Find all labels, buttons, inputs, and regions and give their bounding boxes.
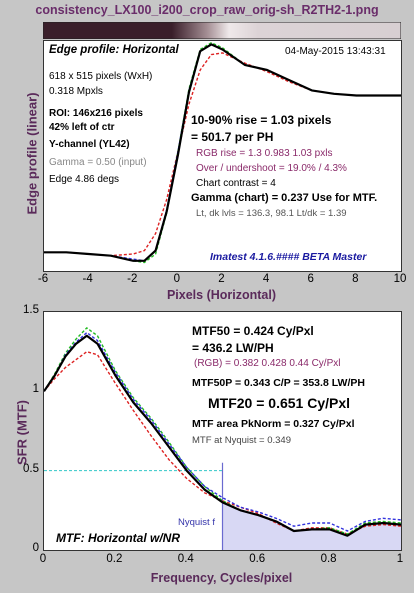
roi-position: 42% left of ctr [49, 122, 115, 133]
edge-profile-svg [44, 42, 401, 264]
chart-contrast: Chart contrast = 4 [196, 178, 276, 189]
light-dark-levels: Lt, dk lvls = 136.3, 98.1 Lt/dk = 1.39 [196, 208, 347, 219]
mtf-y-ticks: 0 0.5 1 1.5 [0, 0, 43, 593]
series-r-line [44, 351, 401, 535]
x-tick-label: 10 [393, 273, 407, 285]
mtf50-lwph: = 436.2 LW/PH [192, 341, 274, 355]
mtf20: MTF20 = 0.651 Cy/Pxl [208, 395, 351, 411]
software-version: Imatest 4.1.6.#### BETA Master [210, 251, 367, 263]
edge-x-axis-label: Pixels (Horizontal) [166, 288, 277, 302]
mtf-svg [44, 327, 401, 550]
x-tick-label: 4 [262, 273, 270, 285]
channel: Y-channel (YL42) [49, 139, 130, 150]
y-tick-label: 1 [32, 383, 39, 396]
mtf50p: MTF50P = 0.343 C/P = 353.8 LW/PH [192, 377, 365, 389]
y-tick-label: 0.5 [23, 462, 39, 475]
x-tick-label: -6 [37, 273, 49, 285]
rise-per-ph: = 501.7 per PH [191, 130, 274, 144]
mtf-panel-label: MTF: Horizontal w/NR [56, 531, 180, 545]
mtf-y-axis-label: SFR (MTF) [14, 400, 30, 465]
x-tick-label: 6 [307, 273, 314, 285]
series-y-line [44, 334, 401, 537]
y-tick-label: 1.5 [23, 304, 39, 316]
x-tick-label: 0.6 [249, 553, 266, 565]
x-tick-label: 0.8 [320, 553, 337, 565]
x-tick-label: -4 [82, 273, 93, 285]
x-tick-label: 0.2 [106, 553, 123, 565]
gamma-chart: Gamma (chart) = 0.237 Use for MTF. [191, 192, 378, 204]
series-r-line [44, 52, 401, 257]
edge-x-ticks: -6 -4 -2 0 2 4 6 8 10 [0, 273, 414, 287]
series-y-line [44, 43, 401, 262]
nyquist-region [222, 502, 401, 550]
rise-distance: 10-90% rise = 1.03 pixels [191, 113, 332, 127]
mtf-area: MTF area PkNorm = 0.327 Cy/Pxl [192, 418, 355, 430]
x-tick-label: 2 [218, 273, 225, 285]
image-size: 618 x 515 pixels (WxH) [49, 71, 153, 82]
x-tick-label: -2 [127, 273, 138, 285]
mtf-plot: MTF50 = 0.424 Cy/Pxl = 436.2 LW/PH (RGB)… [43, 311, 402, 551]
x-tick-label: 1 [396, 553, 404, 565]
mtf50: MTF50 = 0.424 Cy/Pxl [192, 324, 314, 338]
mtf-x-ticks: 0 0.2 0.4 0.6 0.8 1 [0, 553, 414, 567]
megapixels: 0.318 Mpxls [49, 86, 103, 97]
window-title: consistency_LX100_i200_crop_raw_orig-sh_… [35, 3, 379, 17]
series-g-line [44, 327, 401, 535]
mtf-x-axis-label: Frequency, Cycles/pixel [150, 571, 293, 585]
edge-profile-plot: Edge profile: Horizontal 04-May-2015 13:… [43, 40, 402, 272]
edge-angle: Edge 4.86 degs [49, 174, 120, 185]
x-tick-label: 8 [352, 273, 359, 285]
nyquist-label: Nyquist f [178, 517, 215, 528]
rgb-rise: RGB rise = 1.3 0.983 1.03 pxls [196, 148, 333, 159]
edge-gradient-bar [43, 22, 401, 39]
x-tick-label: 0 [173, 273, 181, 285]
x-tick-label: 0.4 [177, 553, 194, 565]
overshoot: Over / undershoot = 19.0% / 4.3% [196, 163, 347, 174]
mtf50-rgb: (RGB) = 0.382 0.428 0.44 Cy/Pxl [194, 358, 341, 369]
gamma-input: Gamma = 0.50 (input) [49, 157, 147, 168]
mtf-at-nyquist: MTF at Nyquist = 0.349 [192, 435, 291, 446]
edge-panel-date: 04-May-2015 13:43:31 [285, 46, 386, 57]
x-tick-label: 0 [39, 553, 47, 565]
roi-size: ROI: 146x216 pixels [49, 108, 143, 119]
edge-panel-title: Edge profile: Horizontal [49, 44, 179, 56]
y-tick-label: 0 [32, 542, 39, 554]
